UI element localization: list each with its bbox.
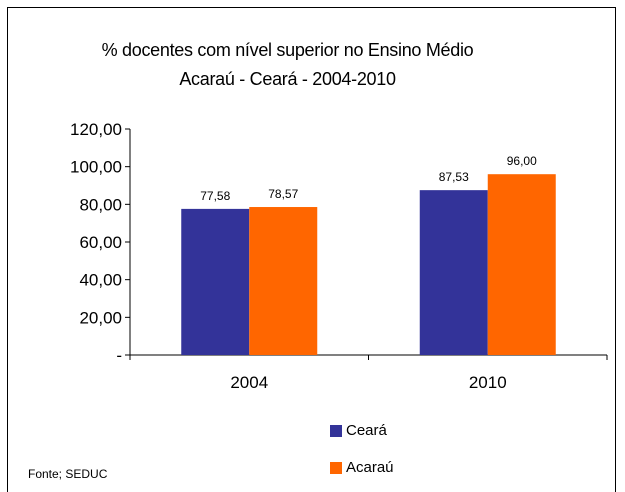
- y-tick-label: 120,00: [70, 120, 122, 139]
- y-tick-label: -: [116, 346, 122, 365]
- x-tick-label: 2004: [230, 373, 268, 392]
- bar-acaraú-2004: [249, 207, 318, 355]
- y-tick-label: 80,00: [79, 195, 122, 214]
- bar-ceará-2004: [181, 208, 250, 355]
- legend-swatch-ceara: [330, 424, 342, 437]
- legend-swatch-acarau: [330, 461, 342, 474]
- source-note: Fonte; SEDUC: [28, 467, 108, 481]
- legend-item-acarau: Acaraú: [330, 459, 394, 476]
- chart-frame: [7, 7, 616, 492]
- y-tick-label: 60,00: [79, 233, 122, 252]
- chart-subtitle: Acaraú - Ceará - 2004-2010: [179, 69, 396, 89]
- chart-title: % docentes com nível superior no Ensino …: [101, 40, 474, 60]
- y-tick-label: 20,00: [79, 308, 122, 327]
- legend-item-ceara: Ceará: [330, 422, 387, 439]
- y-tick-label: 100,00: [70, 158, 122, 177]
- data-label: 77,58: [200, 189, 230, 203]
- x-tick-label: 2010: [469, 373, 507, 392]
- bar-ceará-2010: [419, 190, 488, 355]
- data-label: 78,57: [268, 187, 298, 201]
- y-tick-label: 40,00: [79, 271, 122, 290]
- legend-label-acarau: Acaraú: [346, 459, 394, 476]
- data-label: 96,00: [507, 154, 537, 168]
- data-label: 87,53: [439, 170, 469, 184]
- bar-acaraú-2010: [487, 174, 556, 355]
- legend-label-ceara: Ceará: [346, 422, 387, 439]
